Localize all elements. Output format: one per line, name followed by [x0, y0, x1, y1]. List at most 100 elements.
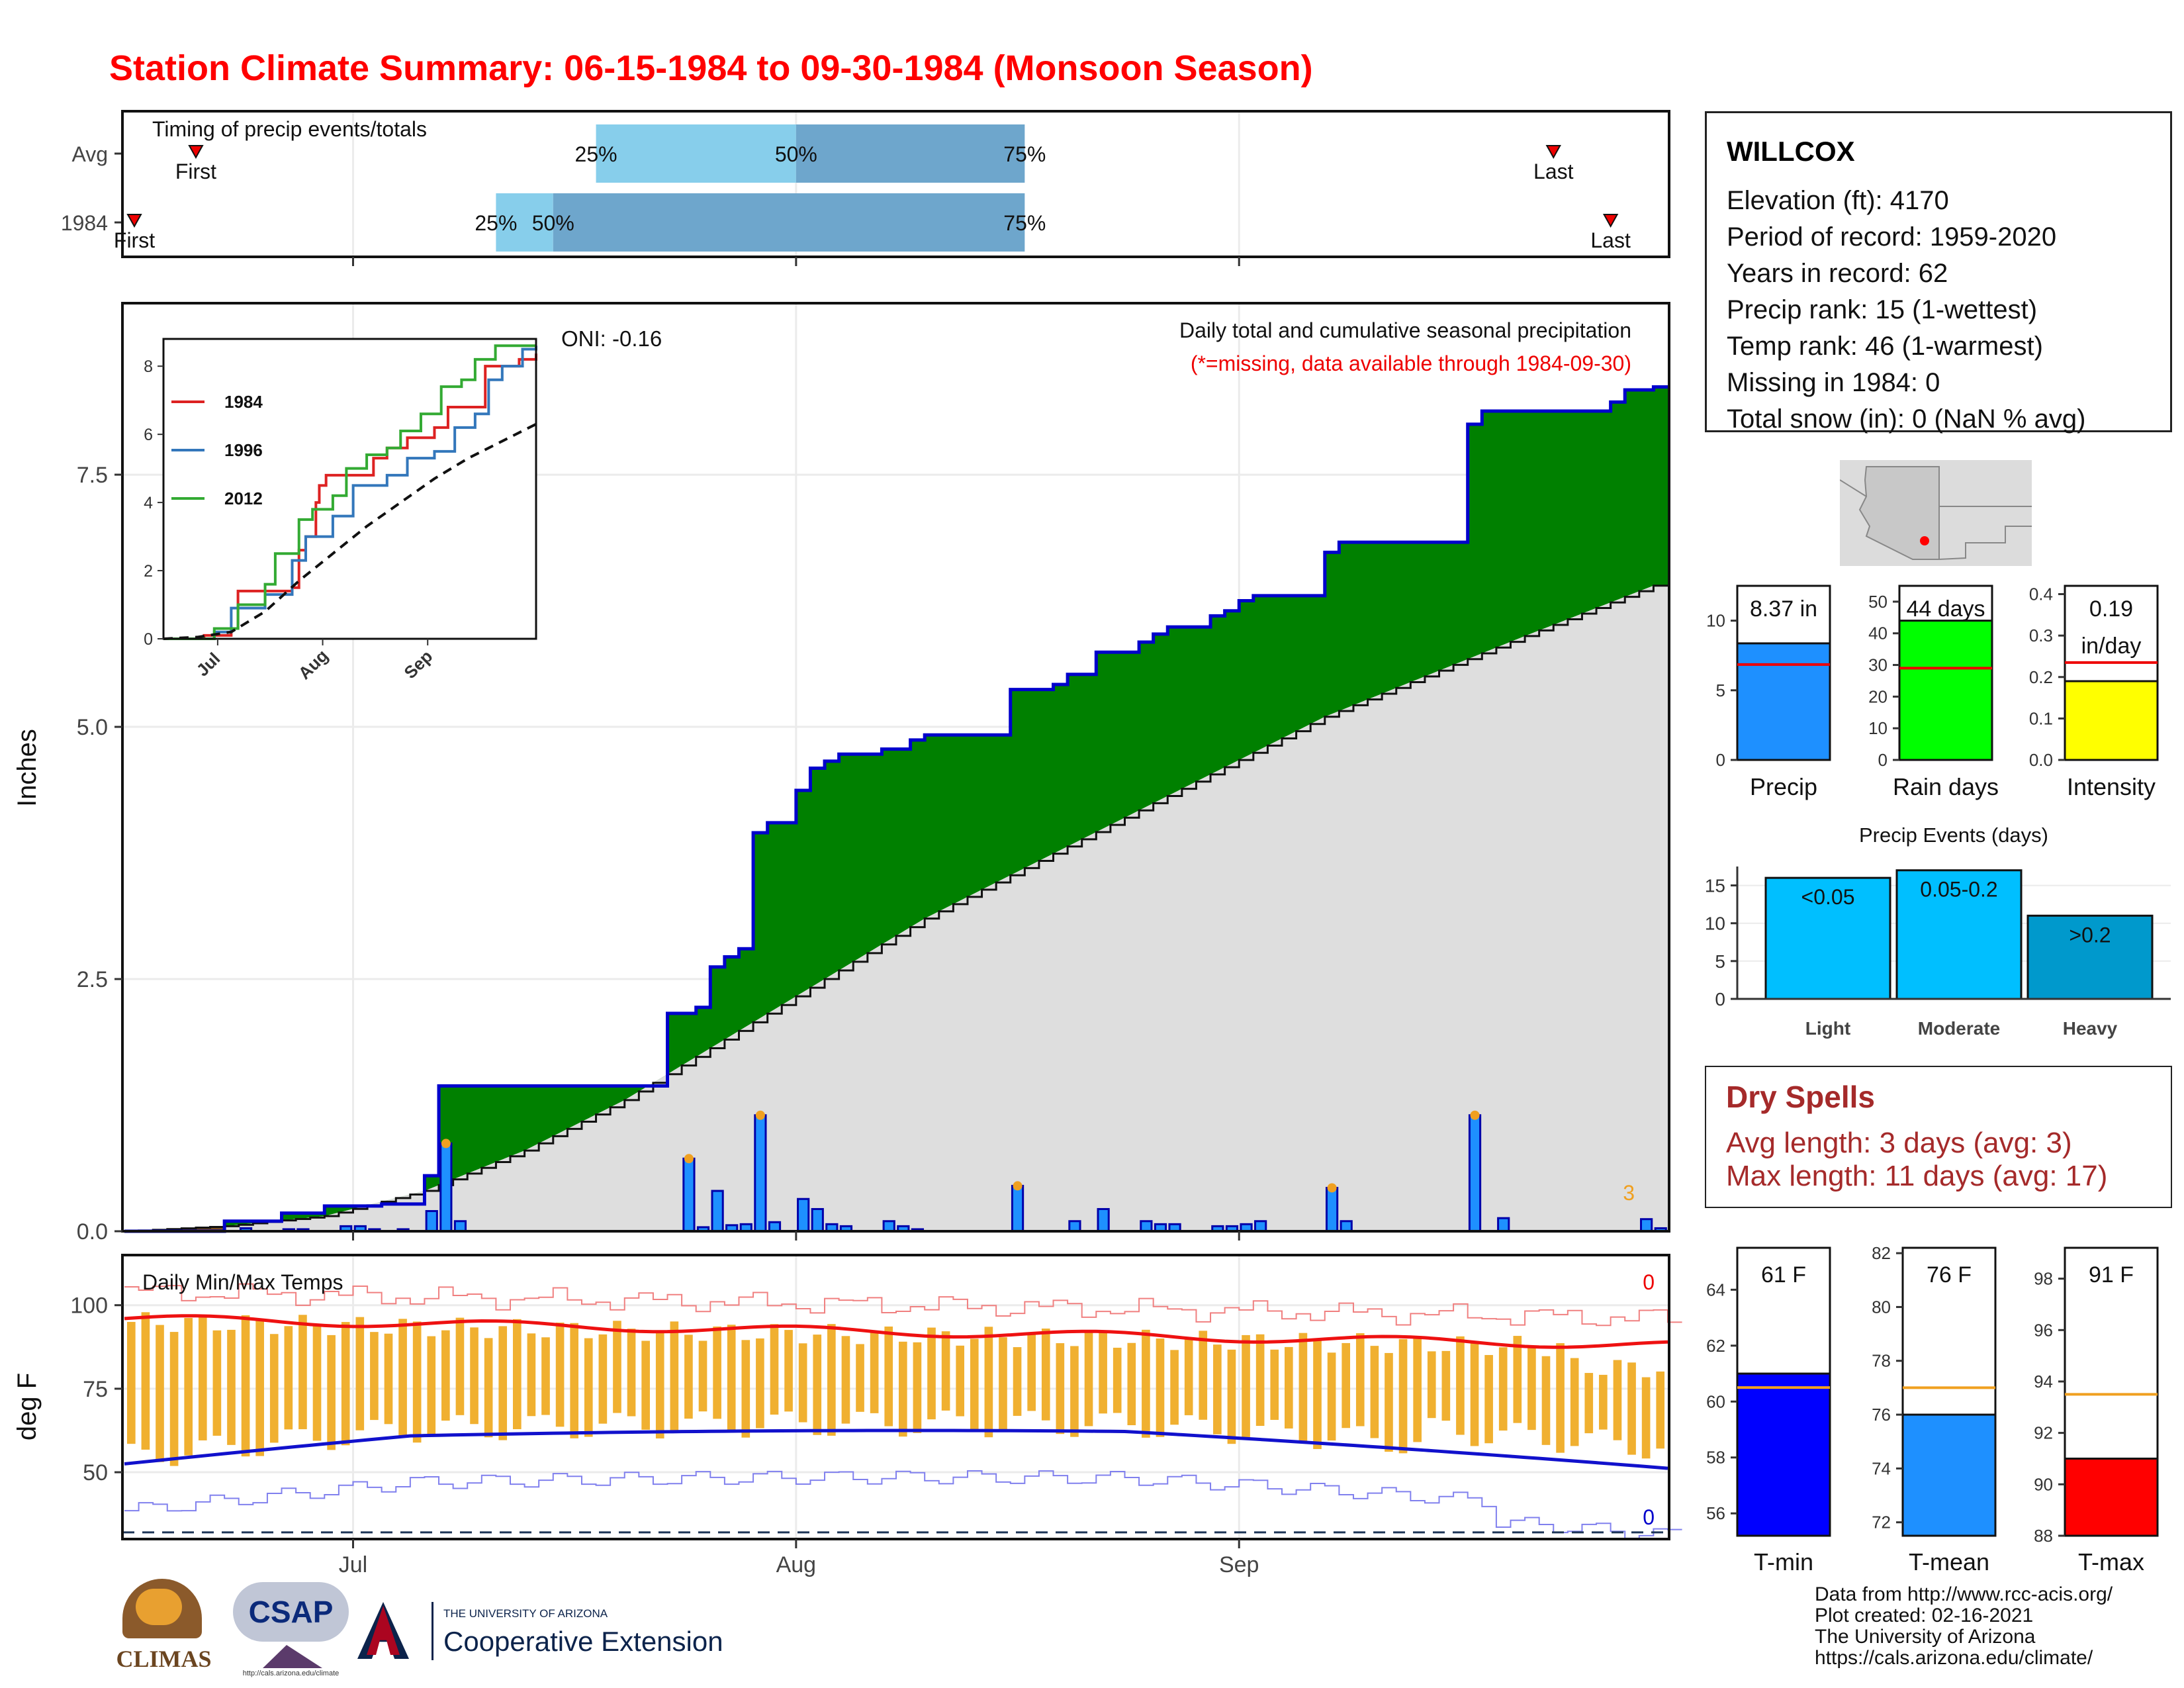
precip-event-bar-label: >0.2	[2069, 923, 2111, 947]
daily-temp-bar	[513, 1319, 522, 1430]
mini-temp-charts: 61 F 56 58 60 62 64 T-min 76 F 72 74 76 78 80 82 T-mea…	[1706, 1243, 2159, 1575]
mini-precip-value: 8.37 in	[1750, 596, 1817, 622]
mini-precip-tick-label: 30	[1868, 655, 1888, 675]
temp-panel-title: Daily Min/Max Temps	[142, 1270, 343, 1294]
timing-p50-label: 50%	[532, 211, 574, 235]
daily-temp-bar	[970, 1338, 979, 1430]
daily-temp-bar	[884, 1326, 893, 1427]
station-total-snow: Total snow (in): 0 (NaN % avg)	[1727, 404, 2086, 434]
daily-temp-bar	[727, 1325, 736, 1433]
mini-precip-label: Precip	[1750, 773, 1817, 800]
daily-temp-bar	[827, 1324, 836, 1436]
precip-y-tick-label: 2.5	[77, 967, 108, 992]
mini-precip-tick-label: 20	[1868, 686, 1888, 706]
first-event-label: First	[175, 160, 216, 183]
mini-temp-tick-label: 88	[2034, 1526, 2053, 1546]
daily-precip-bar	[682, 1157, 696, 1233]
temp-x-tick-label: Jul	[339, 1552, 367, 1577]
daily-temp-bar	[1255, 1334, 1265, 1427]
record-min-line	[124, 1470, 1682, 1539]
daily-precip-bar	[1325, 1186, 1339, 1233]
avg-max-temp-line	[124, 1314, 1668, 1349]
daily-temp-bar	[1156, 1338, 1165, 1437]
mini-temp-label: T-min	[1754, 1548, 1813, 1575]
mini-precip-tick-label: 0	[1878, 750, 1888, 770]
mini-temp-tick-label: 96	[2034, 1320, 2053, 1340]
heavy-event-marker	[441, 1139, 451, 1149]
daily-precip-bar	[811, 1207, 824, 1233]
daily-temp-bar	[1498, 1347, 1508, 1431]
inset-legend-label: 1996	[224, 440, 263, 460]
daily-precip-bar	[1254, 1220, 1267, 1233]
daily-temp-bar	[1385, 1352, 1393, 1452]
inset-y-tick-label: 0	[144, 630, 153, 649]
daily-temp-bar	[470, 1327, 478, 1425]
dry-spells-title: Dry Spells	[1726, 1080, 1875, 1114]
daily-precip-bar	[1340, 1220, 1353, 1233]
daily-temp-bar	[913, 1342, 922, 1433]
daily-temp-bar	[1355, 1333, 1365, 1427]
credit-plot-created: Plot created: 02-16-2021	[1815, 1605, 2034, 1626]
daily-precip-bar	[1640, 1218, 1653, 1233]
daily-temp-bar	[784, 1330, 793, 1412]
mini-temp-value: 76 F	[1927, 1262, 1972, 1288]
daily-temp-bar	[1313, 1339, 1322, 1450]
temp-y-tick-label: 75	[83, 1377, 108, 1402]
inset-background	[163, 339, 536, 639]
last-event-marker	[1545, 145, 1561, 160]
mini-temp-tick-label: 76	[1872, 1405, 1891, 1425]
csap-logo-text: CSAP	[248, 1595, 334, 1629]
daily-precip-bar	[1011, 1184, 1024, 1233]
precip-y-axis-label: Inches	[13, 729, 42, 807]
credit-url: https://cals.arizona.edu/climate/	[1815, 1647, 2093, 1669]
inset-legend-label: 2012	[224, 489, 263, 508]
daily-temp-bar	[641, 1340, 650, 1430]
daily-temp-bar	[1070, 1346, 1079, 1437]
daily-temp-bar	[927, 1327, 936, 1420]
timing-bar-q1	[496, 193, 553, 252]
precip-event-bar-label: <0.05	[1801, 885, 1855, 909]
daily-temp-bar	[1213, 1344, 1222, 1434]
precip-event-category: Moderate	[1918, 1018, 2000, 1039]
events-y-tick-label: 15	[1705, 876, 1725, 896]
daily-temp-bar	[427, 1336, 436, 1435]
mini-precip-tick-label: 0.3	[2029, 626, 2053, 645]
daily-temp-bar	[227, 1329, 236, 1445]
first-event-marker	[188, 145, 204, 160]
daily-temp-bar	[370, 1332, 379, 1421]
daily-temp-bar	[856, 1344, 864, 1412]
mini-precip-label: Intensity	[2067, 773, 2156, 800]
daily-precip-bar	[453, 1220, 467, 1233]
station-temp-rank: Temp rank: 46 (1-warmest)	[1727, 332, 2043, 361]
daily-temp-bar	[1541, 1356, 1551, 1445]
heavy-event-marker	[684, 1154, 694, 1164]
inset-y-tick-label: 8	[144, 357, 153, 376]
daily-temp-bar	[1641, 1377, 1651, 1459]
daily-temp-bar	[555, 1323, 565, 1427]
timing-title: Timing of precip events/totals	[152, 117, 427, 141]
mini-precip-tick-label: 50	[1868, 592, 1888, 612]
mini-precip-tick-label: 0.4	[2029, 585, 2053, 604]
daily-temp-bar	[941, 1331, 950, 1411]
last-event-marker	[1602, 214, 1619, 228]
mini-precip-tick-label: 5	[1716, 680, 1725, 700]
daily-temp-bar	[1456, 1336, 1465, 1435]
daily-temp-bar	[1027, 1335, 1036, 1411]
climas-logo-text: CLIMAS	[116, 1646, 212, 1672]
excess-precip-area	[124, 387, 1668, 1231]
record-max-line	[124, 1283, 1682, 1327]
ua-logo: THE UNIVERSITY OF ARIZONA Cooperative Ex…	[357, 1602, 741, 1668]
precip-event-category: Heavy	[2063, 1018, 2118, 1039]
location-map	[1840, 460, 2032, 566]
daily-temp-bar	[1627, 1362, 1636, 1455]
daily-temp-bar	[1570, 1358, 1579, 1446]
ua-line1: THE UNIVERSITY OF ARIZONA	[443, 1607, 608, 1620]
daily-temp-bar	[1427, 1351, 1436, 1419]
credit-university: The University of Arizona	[1815, 1626, 2036, 1648]
daily-temp-bar	[655, 1330, 664, 1439]
mini-temp-tick-label: 98	[2034, 1269, 2053, 1289]
daily-temp-bar	[127, 1321, 136, 1444]
mini-temp-tick-label: 80	[1872, 1297, 1891, 1317]
inset-y-tick-label: 2	[144, 562, 153, 581]
